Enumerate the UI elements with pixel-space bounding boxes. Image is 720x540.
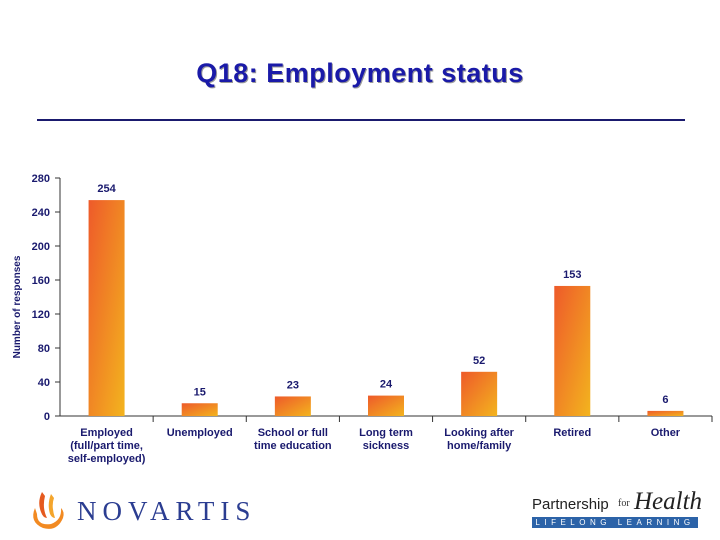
bar xyxy=(554,285,591,416)
x-tick-label: Long term xyxy=(359,427,413,439)
novartis-wordmark: NOVARTIS xyxy=(77,496,257,526)
data-label: 6 xyxy=(662,394,668,406)
data-label: 23 xyxy=(287,379,299,391)
data-label: 15 xyxy=(194,386,206,398)
x-tick-label: Retired xyxy=(553,427,591,439)
bar xyxy=(274,396,311,416)
bar xyxy=(368,395,404,416)
partnership-for-health-logo: Partnership for Health LIFELONG LEARNING xyxy=(528,488,702,530)
y-tick-label: 240 xyxy=(32,207,50,219)
x-tick-label: Unemployed xyxy=(167,427,233,439)
x-tick-label: sickness xyxy=(363,440,409,452)
bar xyxy=(181,403,218,416)
lifelong-learning-banner: LIFELONG LEARNING xyxy=(532,517,698,528)
bar xyxy=(461,371,498,416)
partnership-text: Partnership xyxy=(532,496,609,513)
data-label: 254 xyxy=(97,183,116,195)
x-tick-label: School or full xyxy=(258,427,328,439)
x-tick-label: home/family xyxy=(447,440,512,452)
novartis-logo: NOVARTIS xyxy=(25,488,265,532)
data-label: 24 xyxy=(380,379,393,391)
y-tick-label: 160 xyxy=(32,275,50,287)
x-tick-label: (full/part time, xyxy=(70,440,143,452)
y-axis-label: Number of responses xyxy=(12,255,23,358)
employment-status-chart: 0 40 80 120 160 200 240 280 Number of responses 2… xyxy=(12,173,713,465)
x-tick-label: Other xyxy=(651,427,681,439)
data-label: 153 xyxy=(563,269,581,281)
y-tick-label: 0 xyxy=(44,411,50,423)
y-tick-label: 40 xyxy=(38,377,50,389)
data-label: 52 xyxy=(473,355,485,367)
for-text: for xyxy=(618,498,630,509)
y-tick-label: 80 xyxy=(38,343,50,355)
x-tick-label: time education xyxy=(254,440,332,452)
novartis-flame-icon xyxy=(33,492,64,529)
y-tick-label: 200 xyxy=(32,241,50,253)
x-tick-label: self-employed) xyxy=(68,453,146,465)
y-tick-label: 120 xyxy=(32,309,50,321)
title-divider xyxy=(37,119,685,121)
x-tick-label: Looking after xyxy=(444,427,514,439)
x-tick-label: Employed xyxy=(80,427,133,439)
slide-title: Q18: Employment status xyxy=(196,58,524,88)
y-tick-label: 280 xyxy=(32,173,50,185)
bar xyxy=(88,200,125,416)
bar xyxy=(647,410,684,416)
health-text: Health xyxy=(634,488,703,515)
